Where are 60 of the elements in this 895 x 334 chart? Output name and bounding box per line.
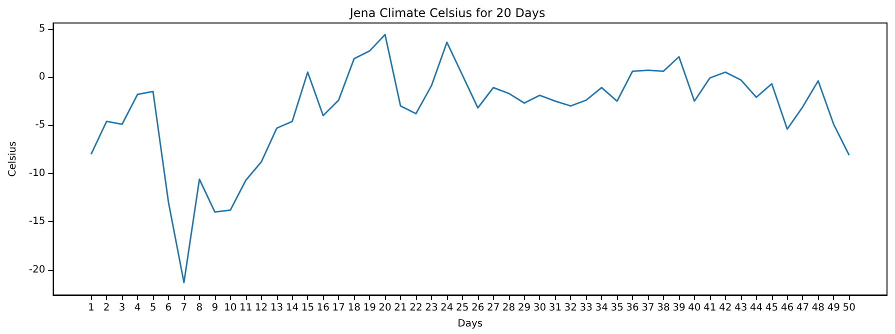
- x-tick-label: 36: [626, 302, 639, 314]
- x-tick-label: 43: [734, 302, 748, 314]
- x-tick-label: 8: [196, 302, 203, 314]
- x-tick-label: 15: [301, 302, 314, 314]
- x-tick-label: 42: [718, 302, 732, 314]
- x-tick-label: 5: [150, 302, 156, 314]
- x-tick-label: 46: [780, 302, 794, 314]
- x-tick-label: 45: [765, 302, 778, 314]
- x-tick-label: 28: [502, 302, 516, 314]
- chart-title: Jena Climate Celsius for 20 Days: [348, 6, 546, 20]
- x-tick-label: 27: [486, 302, 500, 314]
- x-tick-label: 26: [471, 302, 484, 314]
- x-tick-label: 10: [224, 302, 237, 314]
- x-tick-label: 18: [348, 302, 360, 314]
- y-tick-label: -5: [35, 120, 46, 131]
- x-tick-label: 30: [533, 302, 546, 314]
- x-tick-label: 21: [394, 302, 407, 314]
- x-tick-label: 12: [254, 302, 268, 314]
- y-tick-label: -15: [28, 216, 46, 228]
- x-tick-label: 32: [564, 302, 578, 314]
- x-tick-label: 38: [657, 302, 670, 314]
- y-tick-label: -10: [28, 168, 46, 179]
- x-tick-label: 44: [750, 302, 763, 314]
- x-tick-label: 1: [88, 302, 94, 314]
- x-tick-label: 29: [518, 302, 531, 314]
- y-tick-label: 0: [38, 72, 46, 83]
- x-tick-label: 25: [456, 302, 469, 314]
- x-tick-label: 16: [316, 302, 330, 314]
- x-tick-label: 40: [688, 302, 701, 314]
- x-tick-label: 33: [580, 302, 592, 314]
- x-tick-label: 4: [134, 302, 141, 314]
- x-tick-label: 35: [610, 302, 624, 314]
- x-tick-label: 7: [180, 302, 188, 314]
- y-tick-label: 5: [38, 23, 46, 34]
- x-tick-label: 20: [378, 302, 392, 314]
- x-tick-label: 22: [410, 302, 422, 314]
- x-tick-label: 17: [332, 302, 345, 314]
- x-tick-label: 13: [270, 302, 284, 314]
- x-tick-label: 41: [704, 302, 716, 314]
- x-tick-label: 2: [103, 302, 110, 314]
- x-tick-label: 3: [118, 302, 126, 314]
- x-tick-label: 19: [363, 302, 376, 314]
- x-tick-label: 9: [212, 302, 218, 314]
- x-tick-label: 34: [595, 302, 608, 314]
- x-tick-label: 6: [165, 302, 172, 314]
- x-tick-label: 31: [548, 302, 562, 314]
- x-tick-label: 39: [672, 302, 686, 314]
- x-tick-label: 49: [827, 302, 840, 314]
- x-tick-label: 50: [842, 302, 856, 314]
- x-tick-label: 47: [796, 302, 810, 314]
- x-tick-label: 48: [812, 302, 825, 314]
- x-axis-title: Days: [458, 318, 483, 330]
- y-tick-label: -20: [28, 264, 46, 276]
- x-tick-label: 23: [425, 302, 438, 314]
- x-tick-label: 24: [440, 302, 454, 314]
- x-tick-label: 37: [642, 302, 654, 314]
- x-tick-label: 14: [286, 302, 299, 314]
- y-axis-title: Celsius: [8, 141, 18, 177]
- x-tick-label: 11: [239, 302, 252, 314]
- line-series: [90, 34, 850, 284]
